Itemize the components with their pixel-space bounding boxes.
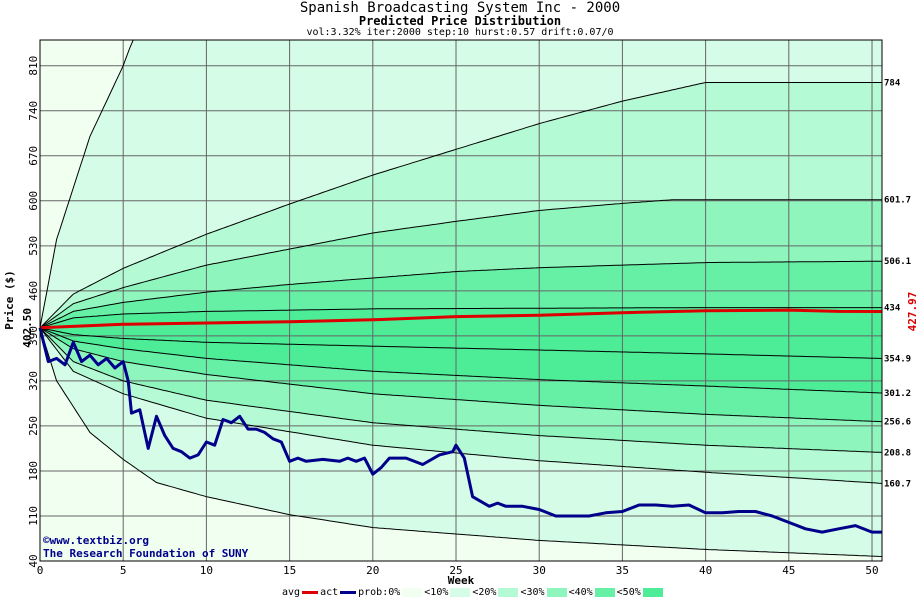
x-tick-label: 15 (283, 564, 296, 577)
band-50-lower (40, 327, 882, 393)
percentile-curve (39, 82, 882, 329)
y-tick-label: 320 (27, 371, 40, 391)
watermark: ©www.textbiz.org The Research Foundation… (43, 534, 248, 560)
legend-30-swatch (546, 588, 567, 597)
y-tick-label: 390 (27, 326, 40, 346)
percentile-curve (39, 327, 883, 557)
legend-avg-swatch (302, 591, 319, 594)
percentile-end-label: 160.7 (884, 479, 911, 489)
legend-prob-swatch (402, 588, 423, 597)
x-tick-label: 25 (449, 564, 462, 577)
percentile-end-label: 301.2 (884, 389, 911, 399)
percentile-end-label: 784 (884, 78, 901, 88)
y-tick-label: 600 (27, 191, 40, 211)
legend-50-label: <50% (616, 587, 641, 598)
legend-10-label: <10% (424, 587, 449, 598)
band-10-lower (40, 327, 882, 557)
y-axis-label: Price ($) (3, 270, 16, 330)
band-30-upper (40, 199, 882, 328)
watermark-line2: The Research Foundation of SUNY (43, 547, 249, 560)
chart-title: Spanish Broadcasting System Inc - 2000 (299, 0, 621, 16)
chart-subtitle: Predicted Price Distribution (358, 14, 562, 28)
y-tick-label: 40 (27, 554, 40, 567)
percentile-curve (39, 260, 882, 329)
x-tick-label: 0 (37, 564, 44, 577)
legend-prob-label: prob:0% (358, 587, 401, 598)
x-tick-label: 50 (865, 564, 878, 577)
legend-50-swatch (642, 588, 663, 597)
x-tick-label: 30 (533, 564, 546, 577)
percentile-end-label: 601.7 (884, 196, 911, 206)
x-axis-label: Week (448, 574, 475, 587)
act-series-line (38, 327, 882, 534)
x-tick-label: 35 (616, 564, 629, 577)
legend-act-swatch (340, 591, 357, 594)
percentile-end-label: 506.1 (884, 257, 911, 267)
percentile-curve (39, 327, 883, 359)
legend-30-label: <30% (520, 587, 545, 598)
percentile-curve (39, 327, 883, 394)
band-10-upper (40, 40, 882, 328)
percentile-end-label: 354.9 (884, 354, 911, 364)
band-20-lower (40, 327, 882, 484)
legend-20-swatch (498, 588, 519, 597)
y-tick-label: 530 (27, 236, 40, 256)
watermark-line1: ©www.textbiz.org (43, 534, 149, 547)
percentile-end-label: 256.6 (884, 418, 911, 428)
percentile-curve (39, 199, 882, 329)
y-tick-label: 180 (27, 461, 40, 481)
y-tick-label: 460 (27, 281, 40, 301)
x-tick-label: 20 (366, 564, 379, 577)
percentile-end-label: 434 (884, 304, 901, 314)
x-tick-label: 5 (120, 564, 127, 577)
legend-20-label: <20% (472, 587, 497, 598)
percentile-curve (39, 327, 883, 453)
legend-40-swatch (594, 588, 615, 597)
y-tick-label: 740 (27, 101, 40, 121)
legend: avg act prob:0% <10% <20% <30% <40% <50% (282, 587, 665, 598)
chart-params: vol:3.32% iter:2000 step:10 hurst:0.57 d… (306, 27, 614, 38)
band-30-lower (40, 327, 882, 453)
x-tick-label: 10 (200, 564, 213, 577)
band-20-upper (40, 82, 882, 328)
band-40-lower (40, 327, 882, 422)
start-price-label: 402.50 (21, 308, 34, 348)
legend-10-swatch (450, 588, 471, 597)
end-actual-label: 427.97 (906, 292, 919, 332)
band-40-upper (40, 261, 882, 328)
percentile-curve (39, 327, 883, 423)
legend-avg-label: avg (282, 587, 301, 598)
percentile-end-label: 208.8 (884, 448, 911, 458)
y-tick-label: 670 (27, 146, 40, 166)
legend-act-label: act (320, 587, 339, 598)
y-tick-label: 810 (27, 56, 40, 76)
band-50-upper (40, 307, 882, 359)
legend-40-label: <40% (568, 587, 593, 598)
avg-series-line (39, 308, 883, 330)
y-tick-label: 250 (27, 416, 40, 436)
x-tick-label: 40 (699, 564, 712, 577)
x-tick-label: 45 (782, 564, 795, 577)
percentile-curve (39, 307, 882, 329)
y-tick-label: 110 (27, 506, 40, 526)
